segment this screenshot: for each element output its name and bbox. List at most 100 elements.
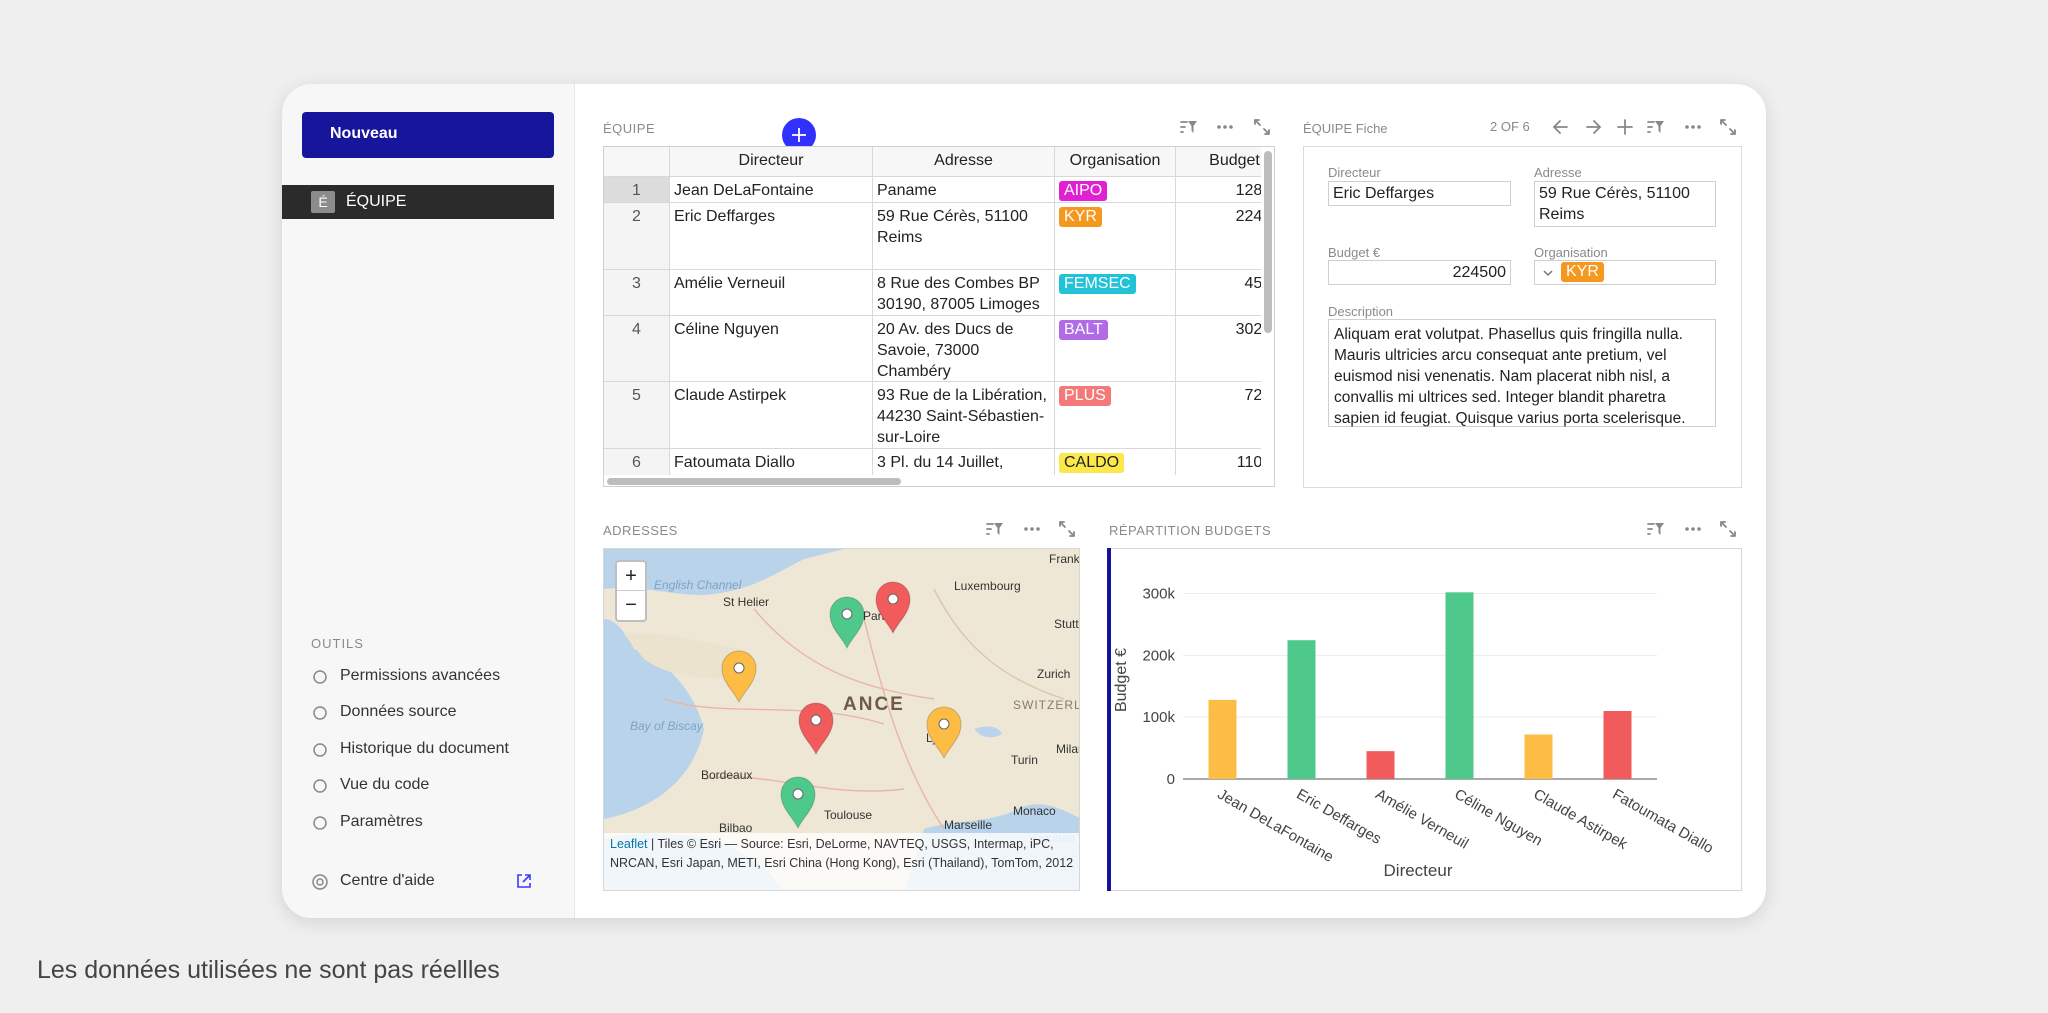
row-number[interactable]: 1 [604,177,670,203]
field-input[interactable]: 59 Rue Cérès, 51100 Reims [1534,181,1716,227]
map-label: Luxembourg [954,579,1021,593]
widget-title: ÉQUIPE Fiche [1303,121,1388,136]
filter-icon[interactable] [1179,117,1199,137]
cell-adresse[interactable]: 59 Rue Cérès, 51100 Reims [873,203,1055,270]
field-input[interactable]: 224500 [1328,260,1511,285]
zoom-out[interactable]: − [625,594,637,616]
org-tag: FEMSEC [1059,274,1136,294]
dropdown-chevron[interactable] [1543,268,1553,278]
cell-adresse[interactable]: 8 Rue des Combes BP 30190, 87005 Limoges [873,270,1055,316]
cell-budget[interactable]: 45000 [1176,270,1261,316]
vertical-scrollbar[interactable] [1264,151,1272,333]
row-number[interactable]: 5 [604,382,670,449]
tool-link[interactable]: Vue du code [340,776,430,793]
tool-icon [313,706,327,720]
dots-icon[interactable] [1215,117,1235,137]
cell-directeur[interactable]: Jean DeLaFontaine [670,177,873,203]
right-icon[interactable] [1583,117,1603,137]
column-header[interactable]: Adresse [873,147,1055,177]
filter-icon[interactable] [985,519,1005,539]
row-number[interactable]: 2 [604,203,670,270]
cell-organisation[interactable]: KYR [1055,203,1176,270]
left-icon[interactable] [1551,117,1571,137]
x-tick-label: Fatoumata Diallo [1610,786,1717,857]
cell-budget[interactable]: 302000 [1176,316,1261,382]
field-label: Description [1328,304,1394,319]
cell-budget[interactable]: 128000 [1176,177,1261,203]
expand-icon[interactable] [1718,519,1738,539]
help-link[interactable]: Centre d'aide [340,872,435,889]
tool-icon-shape [313,816,327,830]
cell-organisation[interactable]: PLUS [1055,382,1176,449]
expand-icon[interactable] [1252,117,1272,137]
field-input[interactable]: Eric Deffarges [1328,181,1511,206]
cell-adresse[interactable]: 93 Rue de la Libération, 44230 Saint-Séb… [873,382,1055,449]
column-header[interactable]: Budget [1176,147,1261,177]
map-label: Monaco [1013,804,1056,818]
cell-directeur[interactable]: Eric Deffarges [670,203,873,270]
tool-icon-shape [313,779,327,793]
column-header[interactable]: Organisation [1055,147,1176,177]
filter-icon[interactable] [1646,117,1666,137]
expand-arrows [1720,521,1736,537]
cell-directeur[interactable]: Céline Nguyen [670,316,873,382]
field-input[interactable]: Aliquam erat volutpat. Phasellus quis fr… [1328,319,1716,427]
cell-budget[interactable]: 72000 [1176,382,1261,449]
map-road [933,588,1065,700]
plus-icon[interactable] [1615,117,1635,137]
tool-link[interactable]: Données source [340,703,457,720]
column-header[interactable]: Directeur [670,147,873,177]
map-marker [829,596,865,650]
horizontal-scrollbar[interactable] [607,478,901,485]
new-button[interactable]: Nouveau [302,112,816,158]
cell-directeur[interactable]: Claude Astirpek [670,382,873,449]
cell-directeur[interactable]: Fatoumata Diallo [670,449,873,475]
tool-link[interactable]: Permissions avancées [340,667,501,684]
new-button-plus[interactable] [782,118,816,152]
cell-budget[interactable]: 110000 [1176,449,1261,475]
zoom-in[interactable]: + [617,562,645,591]
dots-icon[interactable] [1022,519,1042,539]
field-input[interactable]: KYR [1534,260,1716,285]
page-label: ÉQUIPE [346,193,407,210]
dots-icon[interactable] [1683,519,1703,539]
cell-adresse[interactable]: Paname [873,177,1055,203]
row-number[interactable]: 6 [604,449,670,475]
map-marker [875,581,911,635]
filter-lines [1180,121,1188,133]
cell-organisation[interactable]: FEMSEC [1055,270,1176,316]
page-item[interactable]: É ÉQUIPE [282,185,554,219]
y-tick-label: 200k [1142,647,1175,664]
expand-icon[interactable] [1057,519,1077,539]
cell-organisation[interactable]: AIPO [1055,177,1176,203]
cell-budget[interactable]: 224500 [1176,203,1261,270]
bar [1603,711,1632,779]
external-link-icon[interactable] [516,873,532,889]
tool-link[interactable]: Paramètres [340,813,423,830]
help-ring [312,874,328,890]
filter-icon[interactable] [1646,519,1666,539]
tool-link[interactable]: Historique du document [340,740,509,757]
expand-icon[interactable] [1718,117,1738,137]
field-label: Directeur [1328,165,1381,180]
tool-icon-shape [313,743,327,757]
dots-icon[interactable] [1683,117,1703,137]
dot [1217,125,1221,129]
cell-organisation[interactable]: CALDO [1055,449,1176,475]
help-icon [312,874,328,890]
cell-adresse[interactable]: 3 Pl. du 14 Juillet, [873,449,1055,475]
row-number[interactable]: 3 [604,270,670,316]
cell-adresse[interactable]: 20 Av. des Ducs de Savoie, 73000 Chambér… [873,316,1055,382]
row-number[interactable]: 4 [604,316,670,382]
bar [1445,592,1474,779]
y-tick-label: 300k [1142,586,1175,603]
page-icon: É [311,191,335,213]
cell-directeur[interactable]: Amélie Verneuil [670,270,873,316]
org-tag: AIPO [1059,181,1108,201]
bar [1208,699,1237,779]
map-marker-dot [841,608,853,620]
cell-organisation[interactable]: BALT [1055,316,1176,382]
attribution-link[interactable]: Leaflet [610,837,648,851]
